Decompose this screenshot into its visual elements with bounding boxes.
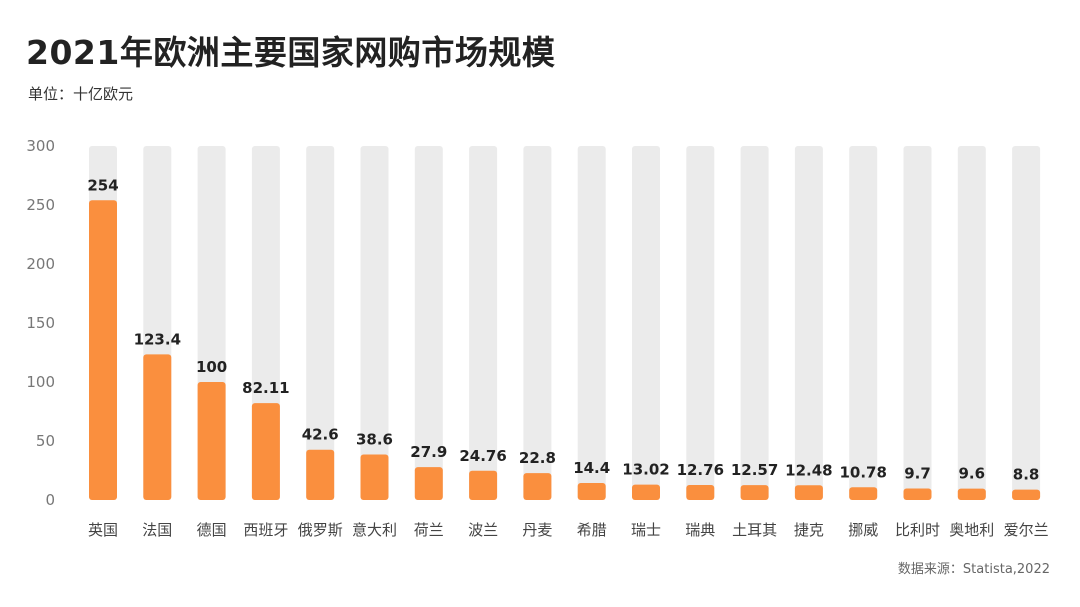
value-label: 27.9	[410, 443, 447, 461]
bar	[849, 487, 878, 500]
bar	[89, 200, 117, 500]
bar	[143, 354, 172, 500]
value-label: 12.76	[677, 461, 724, 479]
y-tick-label: 200	[26, 255, 55, 273]
data-source: 数据来源：Statista,2022	[897, 562, 1050, 577]
value-label: 42.6	[302, 426, 339, 444]
value-label: 100	[196, 358, 227, 376]
bar	[957, 488, 986, 500]
bar-track	[360, 146, 389, 500]
x-tick-label: 土耳其	[732, 521, 777, 539]
bar-track	[469, 146, 498, 500]
bar-track	[903, 146, 932, 500]
x-tick-label: 希腊	[577, 521, 607, 539]
x-tick-label: 英国	[88, 521, 118, 539]
value-label: 22.8	[519, 449, 556, 467]
x-tick-label: 比利时	[895, 521, 940, 539]
bar-track	[632, 146, 660, 500]
x-tick-label: 瑞士	[631, 521, 661, 539]
unit-label: 单位：十亿欧元	[28, 85, 134, 103]
bar	[686, 484, 715, 500]
value-label: 12.48	[785, 461, 832, 479]
x-tick-label: 丹麦	[522, 521, 552, 539]
value-label: 123.4	[134, 330, 181, 348]
y-tick-label: 150	[26, 314, 55, 332]
value-label: 9.7	[904, 465, 931, 483]
bar-track	[306, 146, 335, 500]
bar	[740, 485, 769, 500]
y-tick-label: 300	[26, 137, 55, 155]
value-label: 254	[87, 176, 118, 194]
bar	[794, 485, 823, 500]
y-tick-label: 0	[45, 491, 55, 509]
y-tick-label: 50	[36, 432, 55, 450]
bar	[251, 403, 280, 500]
bar-track	[957, 146, 986, 500]
value-label: 24.76	[459, 447, 506, 465]
bar	[197, 382, 226, 500]
bar-track	[740, 146, 769, 500]
value-label: 14.4	[573, 459, 610, 477]
bar-track	[414, 146, 443, 500]
bar	[469, 470, 498, 500]
x-tick-label: 意大利	[352, 521, 397, 539]
bar	[360, 454, 389, 500]
bar	[577, 483, 606, 500]
value-label: 82.11	[242, 379, 289, 397]
x-tick-label: 法国	[142, 521, 172, 539]
bar	[523, 473, 552, 500]
bar-track	[577, 146, 606, 500]
bar-track	[1012, 146, 1041, 500]
value-label: 10.78	[839, 463, 886, 481]
bar-track	[523, 146, 552, 500]
bar	[903, 488, 932, 500]
x-tick-label: 捷克	[794, 521, 824, 539]
x-tick-label: 爱尔兰	[1004, 521, 1049, 539]
bar-track	[794, 146, 823, 500]
x-tick-label: 德国	[197, 521, 227, 539]
x-tick-label: 挪威	[848, 521, 878, 539]
x-tick-label: 西班牙	[243, 521, 288, 539]
value-label: 8.8	[1013, 466, 1040, 484]
bar-track	[686, 146, 715, 500]
chart-title: 2021年欧洲主要国家网购市场规模	[26, 33, 556, 72]
value-label: 38.6	[356, 430, 393, 448]
bar	[1012, 489, 1041, 500]
x-tick-label: 波兰	[468, 521, 498, 539]
x-tick-label: 俄罗斯	[298, 521, 343, 539]
x-tick-label: 荷兰	[414, 521, 444, 539]
bar	[414, 467, 443, 500]
value-label: 12.57	[731, 461, 778, 479]
bar-track	[849, 146, 878, 500]
x-tick-label: 瑞典	[685, 521, 715, 539]
y-tick-label: 250	[26, 196, 55, 214]
value-label: 9.6	[959, 465, 986, 483]
bar	[632, 484, 660, 500]
value-label: 13.02	[622, 461, 669, 479]
bar	[306, 449, 335, 500]
y-tick-label: 100	[26, 373, 55, 391]
x-tick-label: 奥地利	[949, 521, 994, 539]
